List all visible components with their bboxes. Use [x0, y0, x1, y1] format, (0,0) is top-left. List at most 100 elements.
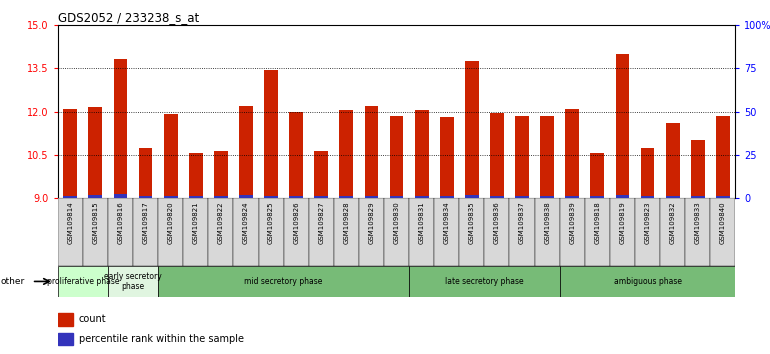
Text: GSM109826: GSM109826: [293, 202, 300, 244]
Bar: [164, 114, 178, 198]
Bar: [415, 196, 429, 198]
Text: GSM109832: GSM109832: [670, 202, 675, 244]
Bar: [290, 112, 303, 198]
Text: proliferative phase: proliferative phase: [47, 277, 119, 286]
Bar: [615, 54, 629, 198]
Text: GSM109814: GSM109814: [67, 202, 73, 244]
Text: GSM109840: GSM109840: [720, 202, 726, 244]
Bar: [133, 198, 158, 266]
Text: GSM109839: GSM109839: [569, 202, 575, 244]
Text: GSM109823: GSM109823: [644, 202, 651, 244]
Text: GSM109816: GSM109816: [118, 202, 123, 244]
Text: other: other: [1, 277, 25, 286]
Bar: [641, 148, 654, 198]
Bar: [565, 109, 579, 198]
Bar: [58, 266, 108, 297]
Bar: [615, 195, 629, 198]
Bar: [409, 266, 560, 297]
Text: GSM109821: GSM109821: [192, 202, 199, 244]
Bar: [314, 196, 328, 198]
Bar: [434, 198, 459, 266]
Text: GSM109822: GSM109822: [218, 202, 224, 244]
Text: GSM109818: GSM109818: [594, 202, 601, 244]
Bar: [214, 151, 228, 198]
Bar: [259, 198, 283, 266]
Text: GSM109817: GSM109817: [142, 202, 149, 244]
Bar: [560, 198, 584, 266]
Text: GSM109834: GSM109834: [444, 202, 450, 244]
Text: GSM109836: GSM109836: [494, 202, 500, 244]
Bar: [660, 198, 685, 266]
Bar: [534, 198, 560, 266]
Text: mid secretory phase: mid secretory phase: [244, 277, 323, 286]
Bar: [710, 198, 735, 266]
Bar: [214, 196, 228, 198]
Bar: [541, 196, 554, 198]
Bar: [164, 196, 178, 198]
Bar: [364, 196, 378, 198]
Bar: [641, 196, 654, 198]
Bar: [541, 116, 554, 198]
Text: GSM109831: GSM109831: [419, 202, 424, 244]
Bar: [390, 196, 403, 198]
Bar: [584, 198, 610, 266]
Text: GSM109833: GSM109833: [695, 202, 701, 244]
Bar: [89, 195, 102, 198]
Bar: [283, 198, 309, 266]
Bar: [465, 195, 479, 198]
Bar: [108, 266, 158, 297]
Text: GSM109837: GSM109837: [519, 202, 525, 244]
Bar: [340, 110, 353, 198]
Bar: [691, 141, 705, 198]
Bar: [264, 196, 278, 198]
Text: percentile rank within the sample: percentile rank within the sample: [79, 334, 244, 344]
Bar: [666, 123, 679, 198]
Bar: [58, 313, 73, 326]
Text: GSM109824: GSM109824: [243, 202, 249, 244]
Bar: [666, 196, 679, 198]
Bar: [83, 198, 108, 266]
Bar: [139, 148, 152, 198]
Bar: [716, 116, 730, 198]
Bar: [459, 198, 484, 266]
Bar: [58, 198, 83, 266]
Bar: [189, 153, 203, 198]
Bar: [591, 153, 604, 198]
Bar: [415, 110, 429, 198]
Bar: [239, 195, 253, 198]
Bar: [63, 109, 77, 198]
Text: count: count: [79, 314, 106, 325]
Bar: [334, 198, 359, 266]
Bar: [114, 59, 127, 198]
Bar: [114, 194, 127, 198]
Bar: [158, 198, 183, 266]
Text: GSM109815: GSM109815: [92, 202, 99, 244]
Text: GSM109827: GSM109827: [318, 202, 324, 244]
Bar: [610, 198, 635, 266]
Bar: [189, 196, 203, 198]
Bar: [89, 107, 102, 198]
Bar: [691, 196, 705, 198]
Bar: [635, 198, 660, 266]
Bar: [209, 198, 233, 266]
Bar: [309, 198, 334, 266]
Text: GSM109829: GSM109829: [369, 202, 374, 244]
Text: late secretory phase: late secretory phase: [445, 277, 524, 286]
Bar: [716, 196, 730, 198]
Text: GSM109838: GSM109838: [544, 202, 550, 244]
Bar: [290, 196, 303, 198]
Bar: [515, 116, 529, 198]
Text: ambiguous phase: ambiguous phase: [614, 277, 681, 286]
Bar: [158, 266, 409, 297]
Text: GSM109825: GSM109825: [268, 202, 274, 244]
Bar: [264, 70, 278, 198]
Bar: [183, 198, 209, 266]
Bar: [440, 196, 454, 198]
Bar: [233, 198, 259, 266]
Bar: [364, 106, 378, 198]
Bar: [490, 113, 504, 198]
Bar: [565, 196, 579, 198]
Bar: [490, 196, 504, 198]
Bar: [58, 333, 73, 345]
Bar: [515, 196, 529, 198]
